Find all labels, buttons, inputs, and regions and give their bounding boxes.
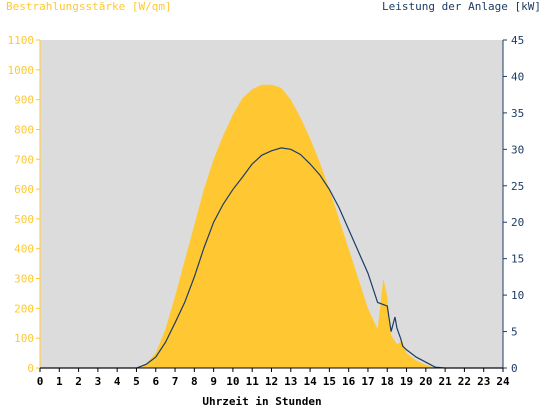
left-tick-label: 1100 bbox=[8, 34, 35, 47]
x-tick-label: 6 bbox=[152, 375, 159, 388]
left-tick-label: 1000 bbox=[8, 64, 35, 77]
x-axis-label: Uhrzeit in Stunden bbox=[202, 395, 321, 408]
x-tick-label: 2 bbox=[75, 375, 82, 388]
right-axis: 0 5 10 15 20 25 30 35 40 45 bbox=[502, 34, 524, 375]
x-tick-label: 0 bbox=[37, 375, 44, 388]
right-tick-label: 35 bbox=[511, 107, 524, 120]
x-tick-label: 7 bbox=[172, 375, 179, 388]
right-tick-label: 25 bbox=[511, 180, 524, 193]
left-tick-label: 100 bbox=[14, 332, 34, 345]
x-tick-label: 21 bbox=[439, 375, 453, 388]
x-tick-label: 15 bbox=[323, 375, 336, 388]
power-line bbox=[40, 147, 503, 369]
x-tick-label: 8 bbox=[191, 375, 198, 388]
right-tick-label: 45 bbox=[511, 34, 524, 47]
x-tick-label: 1 bbox=[56, 375, 63, 388]
x-tick-label: 11 bbox=[246, 375, 260, 388]
x-tick-label: 5 bbox=[133, 375, 140, 388]
x-tick-label: 10 bbox=[226, 375, 239, 388]
x-tick-label: 12 bbox=[265, 375, 278, 388]
x-tick-label: 4 bbox=[114, 375, 121, 388]
left-tick-label: 900 bbox=[14, 94, 34, 107]
irradiance-area bbox=[40, 84, 503, 368]
x-tick-label: 23 bbox=[477, 375, 490, 388]
x-tick-label: 20 bbox=[419, 375, 432, 388]
x-tick-label: 17 bbox=[361, 375, 374, 388]
right-tick-label: 15 bbox=[511, 253, 524, 266]
x-tick-label: 14 bbox=[303, 375, 317, 388]
left-tick-label: 400 bbox=[14, 243, 34, 256]
left-tick-label: 200 bbox=[14, 302, 34, 315]
left-axis: 0 100 200 300 400 500 600 700 800 900 1000 1100 bbox=[8, 34, 41, 375]
x-tick-label: 19 bbox=[400, 375, 413, 388]
x-tick-label: 22 bbox=[458, 375, 471, 388]
right-tick-label: 0 bbox=[511, 362, 518, 375]
x-tick-label: 3 bbox=[95, 375, 102, 388]
right-tick-label: 30 bbox=[511, 143, 524, 156]
x-tick-label: 9 bbox=[210, 375, 217, 388]
right-tick-label: 10 bbox=[511, 289, 524, 302]
right-tick-label: 20 bbox=[511, 216, 524, 229]
left-tick-label: 600 bbox=[14, 183, 34, 196]
left-axis-title: Bestrahlungsstärke [W/qm] bbox=[6, 0, 172, 13]
x-tick-label: 24 bbox=[496, 375, 510, 388]
left-tick-label: 0 bbox=[27, 362, 34, 375]
left-tick-label: 800 bbox=[14, 123, 34, 136]
x-tick-label: 18 bbox=[381, 375, 394, 388]
right-tick-label: 5 bbox=[511, 326, 518, 339]
left-tick-label: 700 bbox=[14, 153, 34, 166]
right-tick-label: 40 bbox=[511, 70, 524, 83]
left-tick-label: 500 bbox=[14, 213, 34, 226]
x-tick-label: 16 bbox=[342, 375, 356, 388]
x-axis: 0 1 2 3 4 5 6 7 8 9 10 11 12 13 14 15 16 17 18 19 20 21 22 23 24 bbox=[37, 367, 510, 388]
x-tick-label: 13 bbox=[284, 375, 297, 388]
right-axis-title: Leistung der Anlage [kW] bbox=[382, 0, 541, 13]
left-tick-label: 300 bbox=[14, 273, 34, 286]
